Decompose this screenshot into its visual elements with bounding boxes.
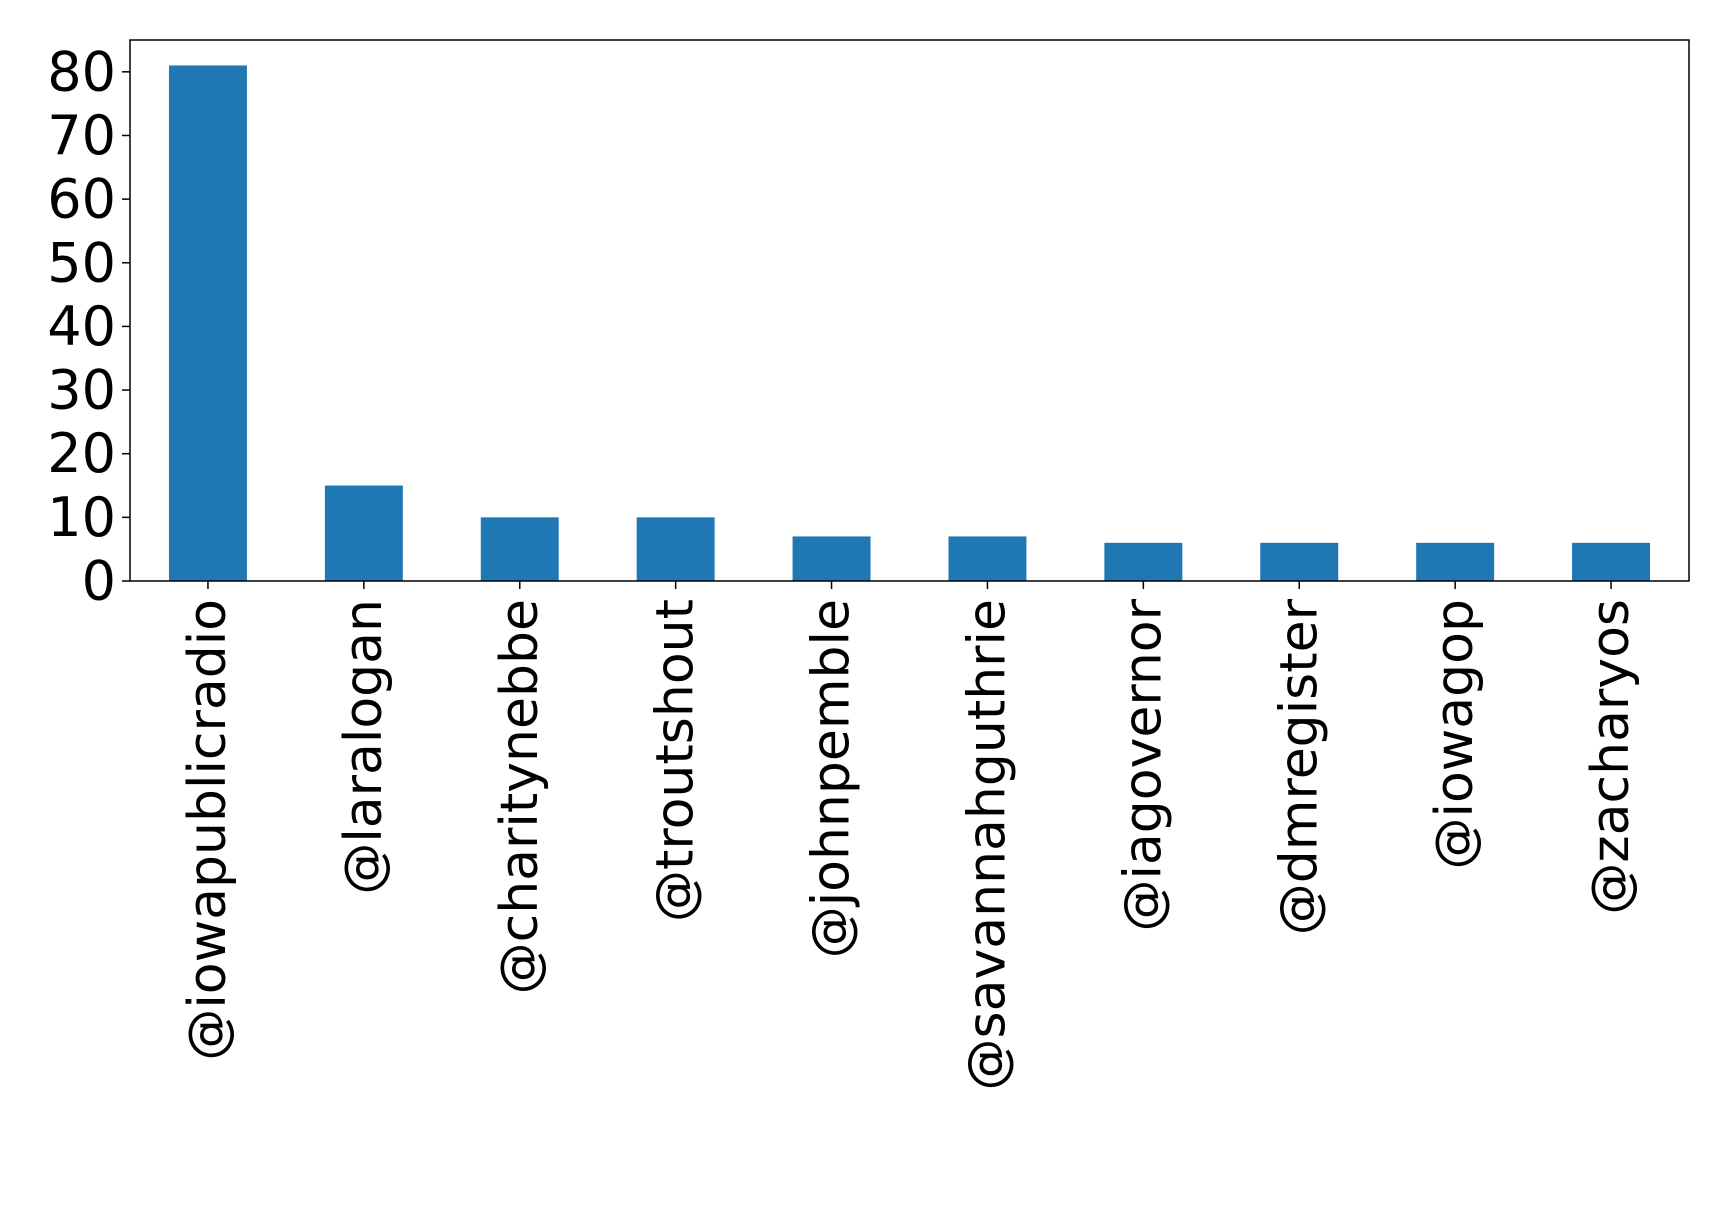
bar <box>948 536 1027 581</box>
x-tick-label: @savannahguthrie <box>957 599 1017 1090</box>
bar <box>1572 542 1651 581</box>
plot-frame <box>129 39 1690 582</box>
y-tick-label: 60 <box>47 168 116 231</box>
x-tick-label: @laralogan <box>334 599 394 895</box>
bar <box>792 536 871 581</box>
bar <box>480 517 559 581</box>
x-tick-label: @johnpemble <box>802 599 862 958</box>
x-tick-label: @troutshout <box>646 599 706 922</box>
y-tick-label: 80 <box>47 40 116 103</box>
y-tick-label: 30 <box>47 359 116 422</box>
bar <box>636 517 715 581</box>
y-tick-label: 20 <box>47 422 116 485</box>
x-tick-label: @iowapublicradio <box>178 599 238 1061</box>
x-axis: @iowapublicradio @laralogan @charitynebbe @… <box>178 581 1641 1090</box>
x-tick-label: @iowagop <box>1425 599 1485 870</box>
bar <box>1260 542 1339 581</box>
bar <box>1416 542 1495 581</box>
bars-group <box>168 65 1651 582</box>
bar <box>168 65 247 582</box>
bar <box>1104 542 1183 581</box>
y-tick-label: 10 <box>47 486 116 549</box>
x-tick-label: @zacharyos <box>1581 599 1641 915</box>
y-tick-label: 50 <box>47 231 116 294</box>
y-tick-label: 0 <box>82 550 116 613</box>
bar <box>324 485 403 581</box>
x-tick-label: @iagovernor <box>1113 598 1173 931</box>
y-tick-label: 40 <box>47 295 116 358</box>
x-tick-label: @charitynebbe <box>490 599 550 994</box>
x-tick-label: @dmregister <box>1269 598 1329 935</box>
y-tick-label: 70 <box>47 104 116 167</box>
